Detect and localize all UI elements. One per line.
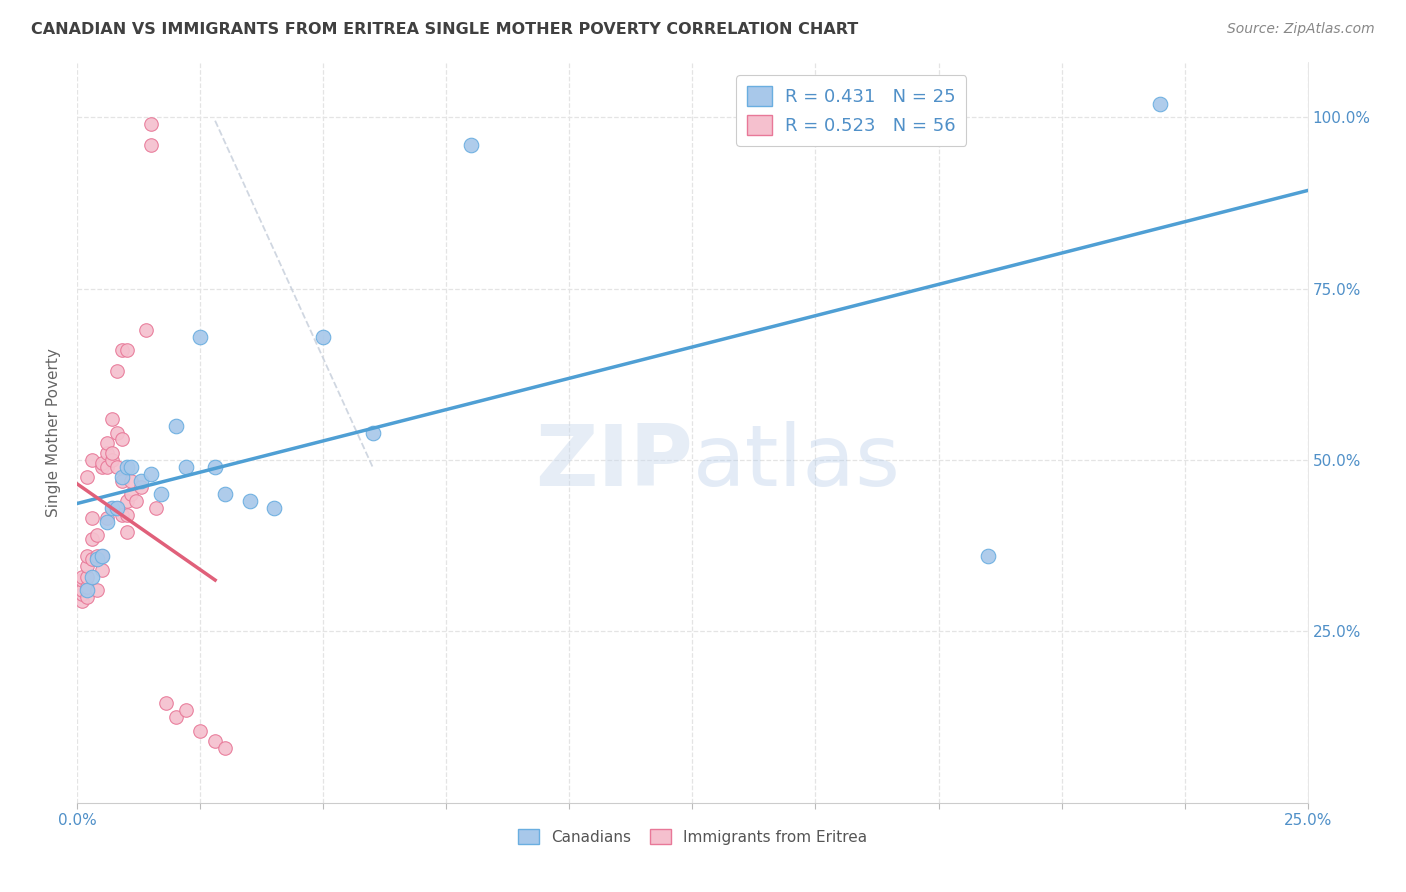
Point (96, 511, 118, 525)
Point (214, 487, 236, 501)
Point (263, 501, 285, 516)
Point (101, 446, 124, 460)
Point (90, 563, 114, 577)
Point (82, 552, 104, 566)
Point (82, 453, 104, 467)
Point (165, 418, 187, 433)
Point (155, 697, 177, 711)
Point (101, 453, 124, 467)
Point (82, 511, 104, 525)
Point (141, 117, 163, 131)
Point (82, 569, 104, 583)
Point (204, 734, 226, 748)
Point (105, 364, 128, 378)
Point (121, 487, 143, 501)
Point (111, 343, 132, 358)
Point (460, 137, 482, 152)
Text: ZIP: ZIP (534, 421, 693, 504)
Point (312, 329, 335, 343)
Point (101, 501, 124, 516)
Point (105, 459, 128, 474)
Point (105, 501, 128, 516)
Point (115, 459, 138, 474)
Point (141, 137, 163, 152)
Point (121, 459, 143, 474)
Point (129, 480, 153, 494)
Point (70, 593, 93, 607)
Point (96, 446, 118, 460)
Text: CANADIAN VS IMMIGRANTS FROM ERITREA SINGLE MOTHER POVERTY CORRELATION CHART: CANADIAN VS IMMIGRANTS FROM ERITREA SING… (31, 22, 858, 37)
Y-axis label: Single Mother Poverty: Single Mother Poverty (46, 348, 62, 517)
Point (70, 587, 93, 601)
Point (174, 459, 197, 474)
Point (188, 329, 212, 343)
Point (105, 425, 128, 440)
Point (977, 549, 1000, 563)
Point (90, 549, 114, 563)
Point (76, 470, 98, 484)
Point (115, 343, 138, 358)
Point (76, 580, 98, 594)
Point (70, 569, 93, 583)
Point (86, 549, 108, 563)
Point (96, 436, 118, 450)
Point (90, 457, 114, 471)
Point (111, 470, 132, 484)
Point (361, 425, 384, 440)
Point (96, 459, 118, 474)
Point (188, 723, 212, 738)
Point (111, 433, 132, 447)
Point (141, 467, 163, 481)
Point (101, 501, 124, 516)
Text: atlas: atlas (693, 421, 900, 504)
Text: Source: ZipAtlas.com: Source: ZipAtlas.com (1227, 22, 1375, 37)
Point (90, 549, 114, 563)
Legend: Canadians, Immigrants from Eritrea: Canadians, Immigrants from Eritrea (512, 822, 873, 851)
Point (129, 474, 153, 488)
Point (76, 590, 98, 604)
Point (86, 552, 108, 566)
Point (115, 524, 138, 539)
Point (115, 508, 138, 522)
Point (96, 515, 118, 529)
Point (105, 501, 128, 516)
Point (111, 508, 132, 522)
Point (239, 494, 262, 508)
Point (90, 459, 114, 474)
Point (165, 710, 187, 724)
Point (214, 741, 236, 756)
Point (125, 494, 148, 508)
Point (150, 487, 173, 501)
Point (115, 494, 138, 508)
Point (145, 501, 167, 516)
Point (76, 583, 98, 598)
Point (76, 549, 98, 563)
Point (135, 323, 157, 337)
Point (121, 474, 143, 488)
Point (76, 559, 98, 574)
Point (70, 573, 93, 587)
Point (86, 528, 108, 542)
Point (204, 459, 226, 474)
Point (174, 703, 197, 717)
Point (86, 583, 108, 598)
Point (101, 412, 124, 426)
Point (76, 569, 98, 583)
Point (1149, 96, 1171, 111)
Point (70, 583, 93, 598)
Point (82, 532, 104, 546)
Point (111, 474, 132, 488)
